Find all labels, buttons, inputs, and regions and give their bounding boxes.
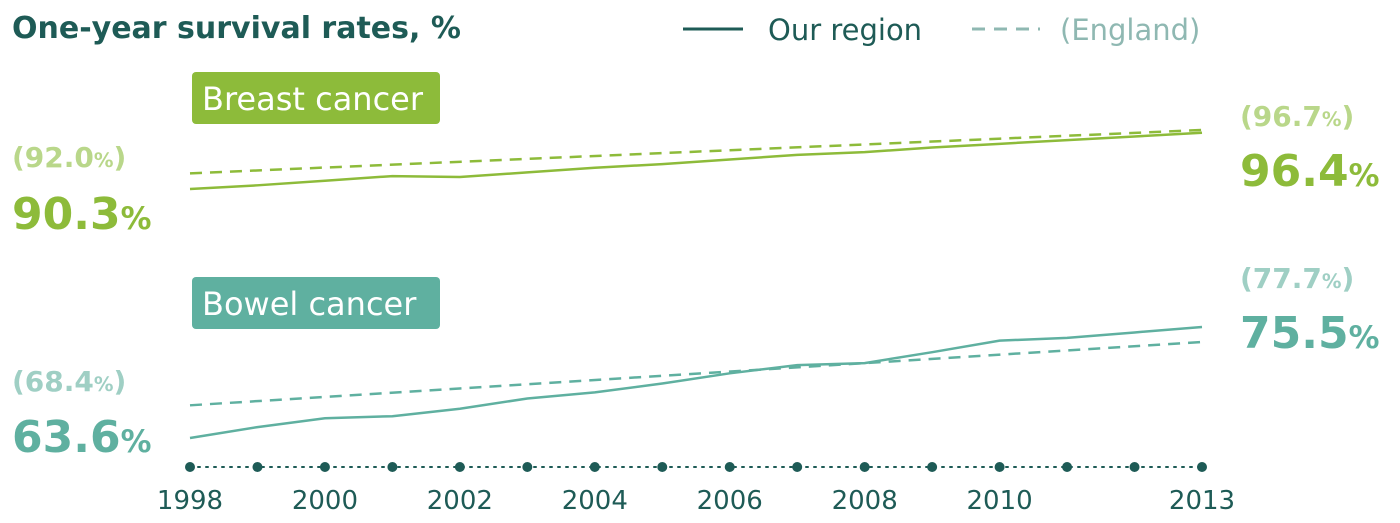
- legend-england: (England): [1060, 13, 1200, 47]
- x-tick-label: 2000: [292, 486, 358, 516]
- x-tick-dot: [1129, 462, 1140, 472]
- x-tick-dot: [792, 462, 803, 472]
- legend: Our region (England): [683, 13, 1200, 47]
- breast-england-start: (92.0%): [12, 141, 126, 174]
- breast-badge-label: Breast cancer: [202, 80, 424, 118]
- x-tick-dot: [319, 462, 330, 472]
- x-axis: 1998 2000 2002 2004 2006 2008 2010 2013: [157, 462, 1235, 516]
- x-tick-label: 1998: [157, 486, 223, 516]
- x-tick-label: 2004: [562, 486, 628, 516]
- x-tick-dot: [994, 462, 1005, 472]
- x-tick-label: 2010: [967, 486, 1033, 516]
- chart-title: One-year survival rates, %: [12, 11, 461, 46]
- legend-our-region: Our region: [768, 13, 922, 47]
- bowel-region-start: 63.6%: [12, 412, 151, 463]
- x-tick-label: 2002: [427, 486, 493, 516]
- bowel-region-end: 75.5%: [1240, 308, 1379, 359]
- x-tick-label: 2006: [697, 486, 763, 516]
- bowel-england-end: (77.7%): [1240, 262, 1354, 295]
- breast-region-start: 90.3%: [12, 189, 151, 240]
- bowel-england-line: [189, 340, 1203, 407]
- x-tick-dot: [657, 462, 668, 472]
- x-tick-dot: [1062, 462, 1073, 472]
- breast-region-line: [189, 131, 1203, 191]
- breast-cancer-badge: Breast cancer: [192, 72, 440, 124]
- x-tick-dot: [387, 462, 398, 472]
- x-tick-label: 2013: [1169, 486, 1235, 516]
- x-tick-dot: [522, 462, 533, 472]
- breast-england-end: (96.7%): [1240, 100, 1354, 133]
- x-tick-dot: [859, 462, 870, 472]
- x-tick-dot: [185, 462, 195, 472]
- bowel-cancer-badge: Bowel cancer: [192, 277, 440, 329]
- x-tick-dot: [252, 462, 263, 472]
- breast-england-line: [189, 128, 1203, 175]
- x-tick-dot: [927, 462, 938, 472]
- bowel-badge-bg: [192, 277, 440, 329]
- bowel-england-start: (68.4%): [12, 365, 126, 398]
- x-tick-dot: [589, 462, 600, 472]
- x-tick-dot: [454, 462, 465, 472]
- breast-region-end: 96.4%: [1240, 146, 1379, 197]
- bowel-badge-label: Bowel cancer: [202, 285, 417, 323]
- x-tick-label: 2008: [832, 486, 898, 516]
- bowel-region-line: [189, 325, 1203, 440]
- plot-lines: [189, 128, 1203, 440]
- x-tick-dot: [1197, 462, 1207, 472]
- x-tick-dot: [724, 462, 735, 472]
- breast-badge-bg: [192, 72, 440, 124]
